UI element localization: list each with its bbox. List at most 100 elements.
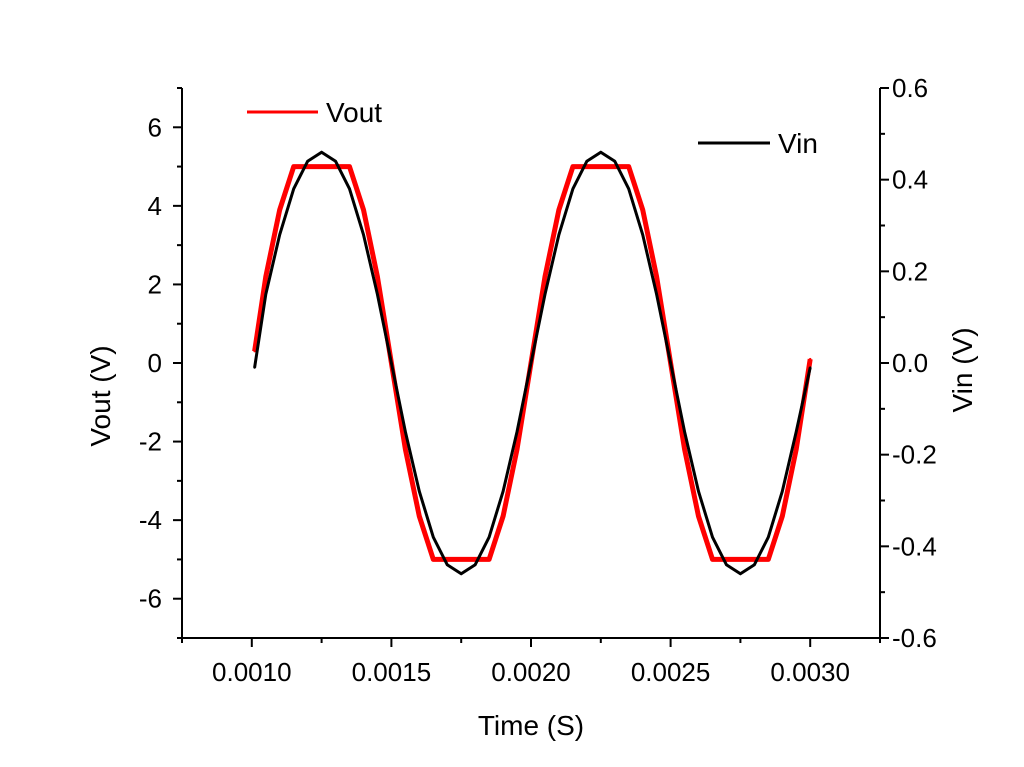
series-point-vin: [320, 151, 323, 154]
series-point-vout: [334, 165, 337, 168]
series-point-vin: [669, 361, 672, 365]
series-point-vout: [320, 165, 323, 168]
right-y-tick-label: -0.2: [892, 440, 937, 470]
series-point-vin: [753, 563, 756, 566]
series-point-vout: [253, 350, 256, 353]
legend-vout-label: Vout: [326, 97, 382, 128]
series-point-vin: [557, 233, 561, 236]
series-point-vout: [432, 558, 435, 561]
series-point-vin: [474, 563, 477, 566]
series-point-vout: [474, 558, 477, 561]
series-point-vin: [641, 233, 644, 236]
series-point-vout: [306, 165, 309, 168]
right-y-axis-title: Vin (V): [947, 327, 978, 412]
right-y-tick-label: 0.4: [892, 165, 928, 195]
series-point-vin: [627, 187, 630, 190]
left-y-tick-label: -6: [139, 584, 162, 614]
series-point-vout: [599, 165, 602, 168]
series-point-vout: [348, 165, 351, 168]
series-point-vout: [781, 515, 784, 518]
series-point-vout: [641, 208, 644, 211]
series-point-vin: [390, 361, 393, 365]
series-point-vout: [362, 208, 365, 211]
right-y-tick-label: 0.2: [892, 256, 928, 286]
series-point-vout: [753, 558, 756, 561]
series-point-vout: [460, 558, 463, 561]
left-y-ticks-group: -6 -4 -2 0 2 4 6: [139, 87, 182, 639]
legend-vin-label: Vin: [778, 128, 818, 159]
series-point-vin: [432, 536, 435, 539]
series-point-vout: [585, 165, 588, 168]
series-point-vin: [711, 536, 714, 539]
left-y-axis-title: Vout (V): [85, 345, 116, 446]
x-tick-label: 0.0025: [631, 657, 711, 687]
left-y-tick-label: 4: [148, 191, 162, 221]
x-tick-label: 0.0010: [212, 657, 292, 687]
series-point-vout: [418, 515, 421, 518]
legend-vout: Vout: [247, 97, 382, 128]
x-tick-label: 0.0020: [491, 657, 571, 687]
series-point-vin: [529, 361, 533, 365]
series-point-vout: [292, 165, 295, 168]
series-point-vout: [557, 208, 561, 211]
series-point-vin: [543, 293, 547, 296]
series-point-vout: [655, 275, 658, 278]
series-point-vin: [418, 490, 421, 493]
series-point-vin: [725, 563, 728, 566]
series-point-vin: [306, 160, 309, 163]
series-point-vout: [697, 515, 700, 518]
series-point-vin: [404, 430, 407, 433]
right-y-tick-label: 0.6: [892, 73, 928, 103]
series-point-vin: [585, 160, 588, 163]
series-point-vin: [278, 233, 281, 236]
series-point-vout: [543, 275, 547, 278]
legend-vin: Vin: [698, 128, 818, 159]
series-point-vout: [739, 558, 742, 561]
series-point-vout: [487, 558, 491, 561]
series-point-vin: [460, 572, 463, 575]
series-point-vin: [515, 430, 519, 433]
series-point-vin: [487, 536, 491, 539]
series-point-vout: [278, 208, 281, 211]
series-point-vin: [334, 160, 337, 163]
series-point-vin: [767, 536, 770, 539]
series-point-vout: [404, 448, 407, 451]
series-point-vin: [613, 160, 616, 163]
series-point-vin: [697, 490, 700, 493]
series-line-vin: [253, 150, 812, 576]
series-point-vout: [376, 275, 379, 278]
series-point-vin: [348, 187, 351, 190]
series-point-vout: [571, 165, 575, 168]
x-axis-title: Time (S): [478, 710, 584, 741]
left-y-tick-label: -2: [139, 427, 162, 457]
series-point-vin: [376, 293, 379, 296]
series-point-vout: [613, 165, 616, 168]
x-tick-label: 0.0030: [770, 657, 850, 687]
series-point-vin: [362, 233, 365, 236]
series-point-vout: [264, 275, 267, 278]
series-point-vout: [683, 448, 686, 451]
left-y-tick-label: -4: [139, 505, 162, 535]
x-ticks-group: 0.0010 0.0015 0.0020 0.0025 0.0030: [181, 638, 881, 687]
series-point-vin: [446, 563, 449, 566]
series-point-vout: [515, 448, 519, 451]
series-point-vout: [446, 558, 449, 561]
series-point-vout: [767, 558, 770, 561]
series-point-vin: [809, 366, 812, 369]
series-point-vin: [781, 490, 784, 493]
series-point-vin: [292, 187, 295, 190]
series-point-vin: [739, 572, 742, 575]
series-point-vin: [599, 151, 602, 154]
series-point-vout: [627, 165, 630, 168]
series-point-vout: [711, 558, 714, 561]
right-y-tick-label: -0.6: [892, 623, 937, 653]
series-point-vout: [809, 357, 812, 361]
left-y-tick-label: 6: [148, 112, 162, 142]
right-y-ticks-group: -0.6 -0.4 -0.2 0.0 0.2 0.4 0.6: [880, 73, 937, 653]
right-y-tick-label: 0.0: [892, 348, 928, 378]
series-point-vout: [725, 558, 728, 561]
right-y-tick-label: -0.4: [892, 531, 937, 561]
series-point-vout: [795, 448, 798, 451]
x-tick-label: 0.0015: [352, 657, 432, 687]
